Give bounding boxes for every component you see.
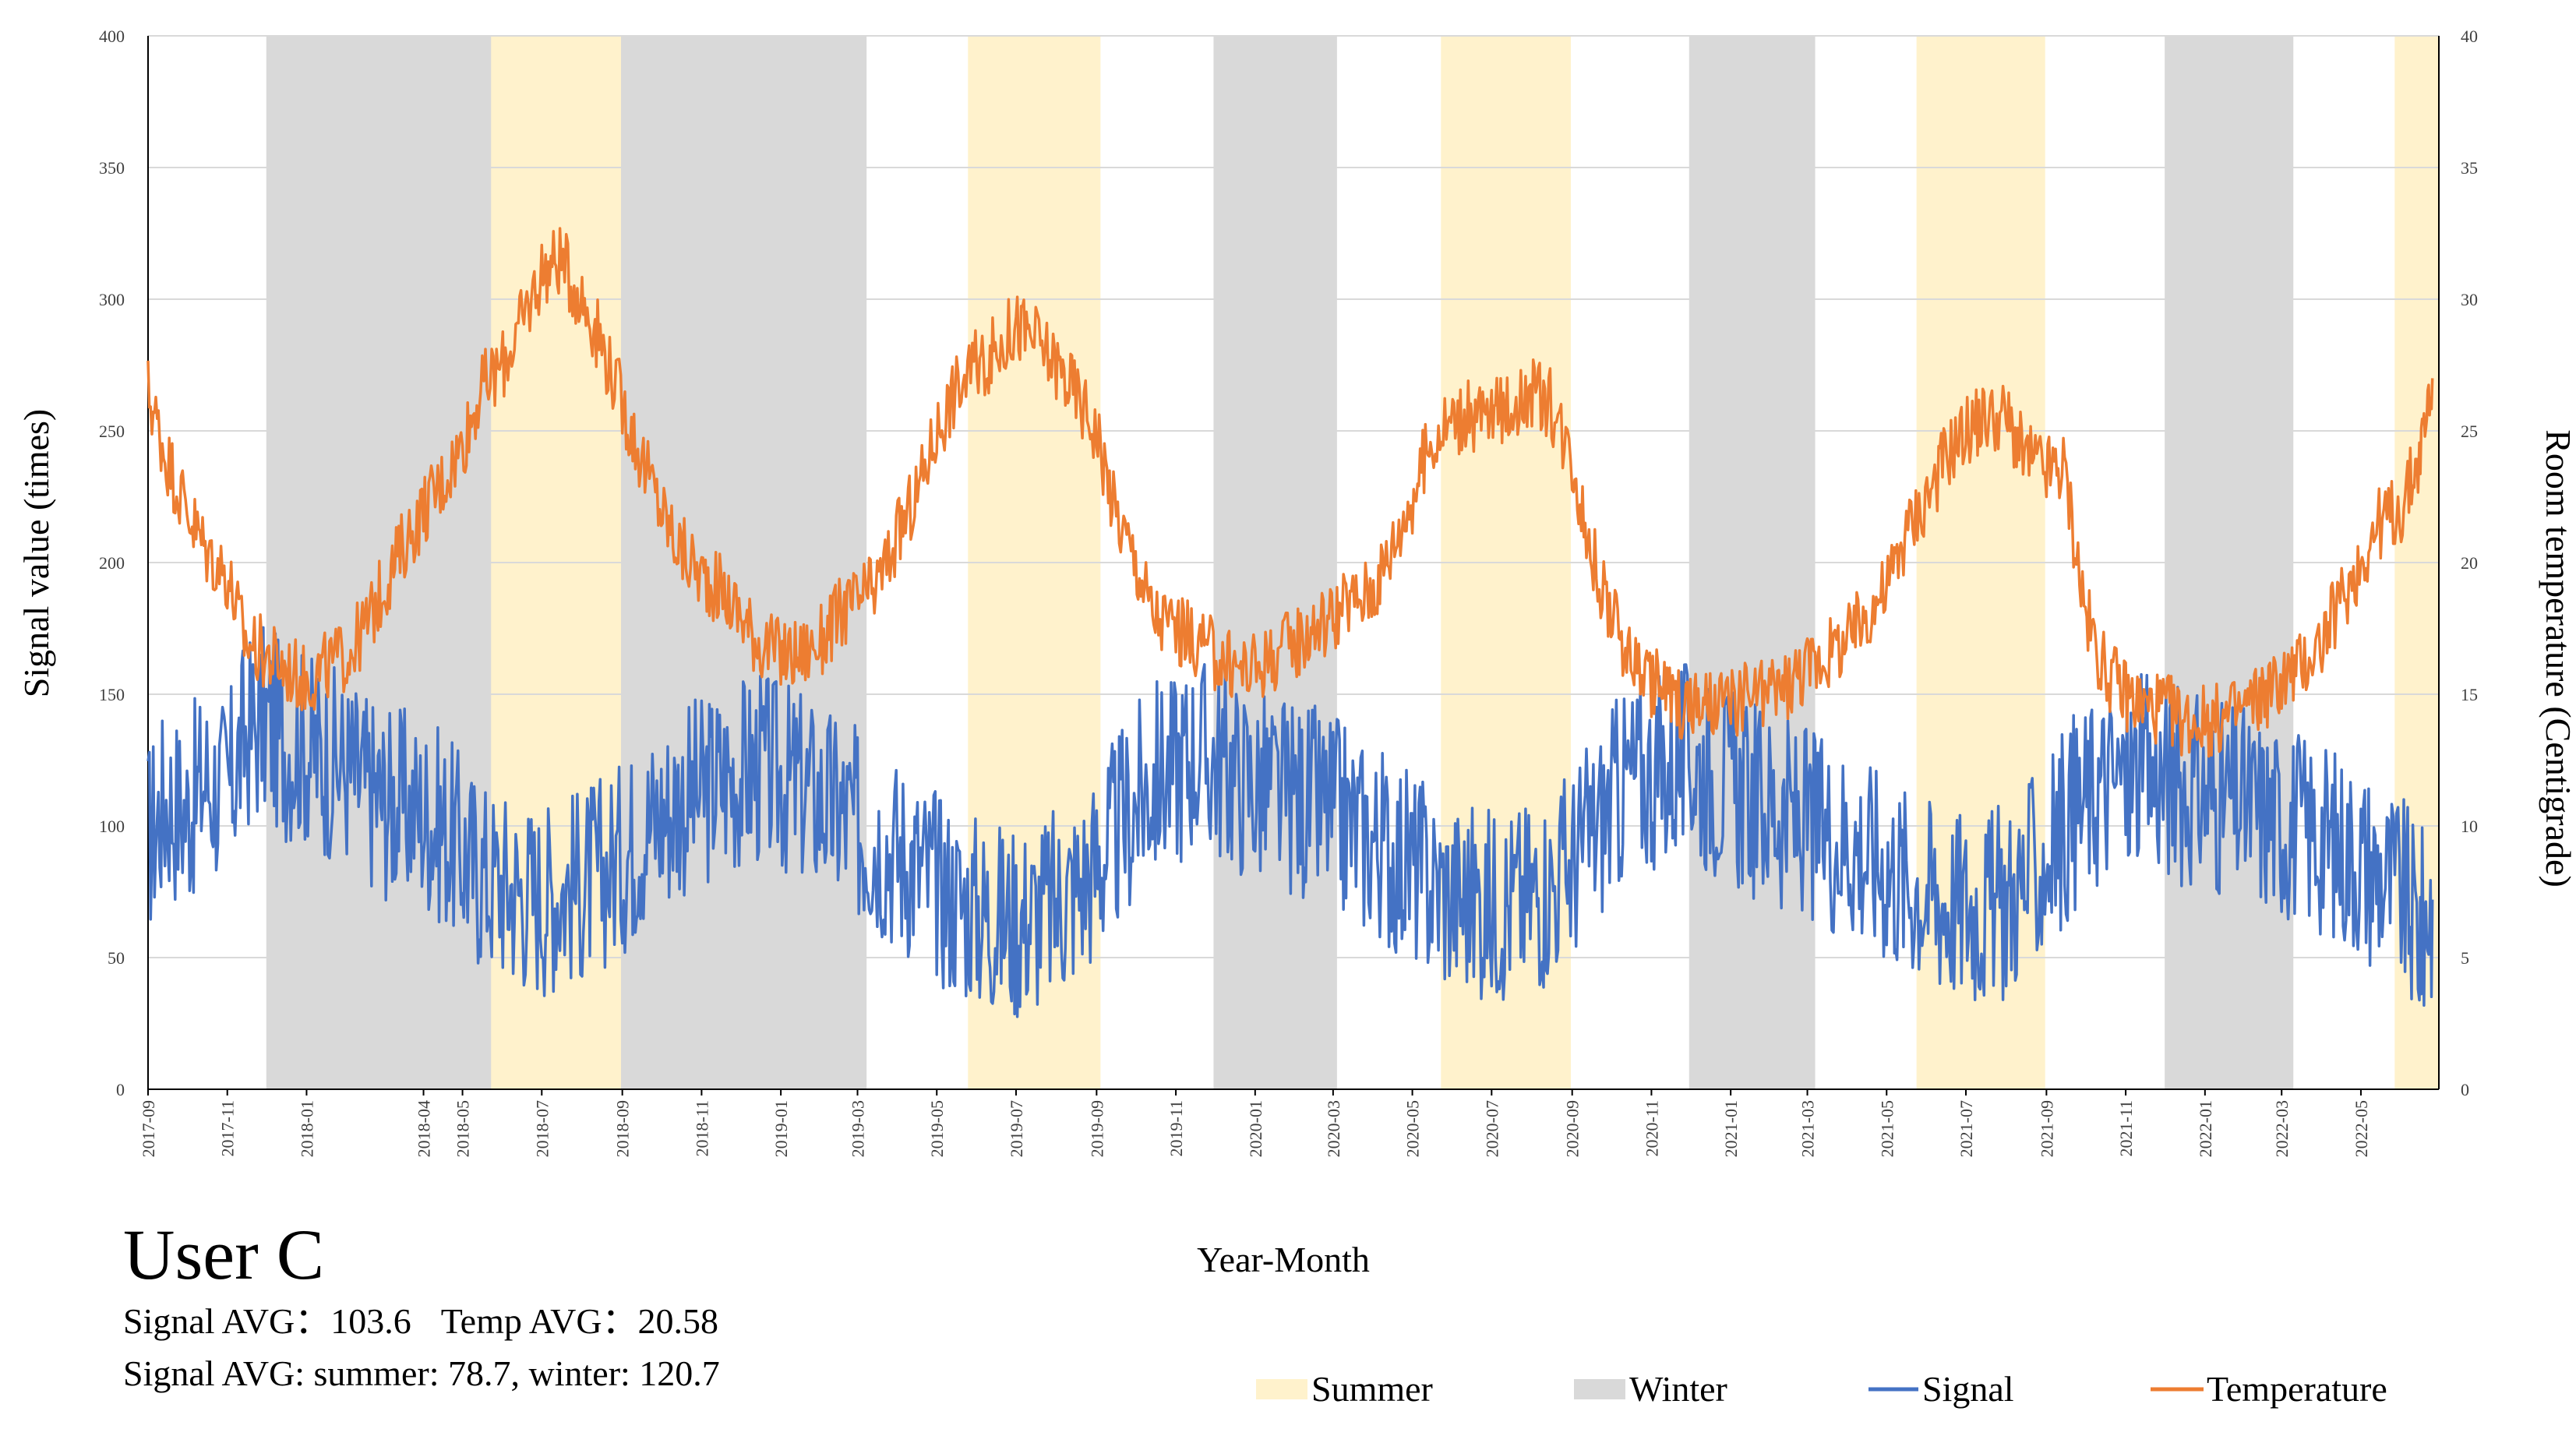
y-left-tick-label: 0	[116, 1080, 125, 1099]
x-tick-label: 2021-03	[1798, 1100, 1818, 1157]
y-left-tick-label: 350	[99, 158, 125, 178]
x-tick-label: 2020-01	[1246, 1100, 1265, 1157]
x-tick-label: 2018-09	[613, 1100, 633, 1157]
y-right-tick-label: 40	[2461, 26, 2478, 46]
x-tick-label: 2022-05	[2352, 1100, 2371, 1157]
legend-label-summer: Summer	[1311, 1369, 1433, 1409]
x-tick-label: 2020-11	[1642, 1100, 1661, 1157]
legend-label-signal: Signal	[1922, 1369, 2014, 1409]
stats-line-2: Signal AVG: summer: 78.7, winter: 120.7	[123, 1353, 720, 1393]
y-left-tick-label: 400	[99, 26, 125, 46]
x-axis-ticks: 2017-09 2017-11 2018-01 2018-04 2018-05 2018-…	[139, 1089, 2371, 1157]
y-left-tick-label: 300	[99, 290, 125, 309]
x-tick-label: 2017-09	[139, 1100, 158, 1157]
x-tick-label: 2021-05	[1877, 1100, 1897, 1157]
x-tick-label: 2020-03	[1324, 1100, 1343, 1157]
y-left-tick-label: 100	[99, 817, 125, 836]
y-right-tick-label: 30	[2461, 290, 2478, 309]
y-left-tick-label: 250	[99, 422, 125, 441]
y-axis-left-ticks: 0 50 100 150 200 250 300 350 400	[99, 26, 125, 1099]
y-right-tick-label: 20	[2461, 553, 2478, 573]
x-tick-label: 2018-07	[532, 1100, 552, 1157]
y-right-tick-label: 15	[2461, 685, 2478, 704]
y-left-tick-label: 200	[99, 553, 125, 573]
x-tick-label: 2019-09	[1087, 1100, 1106, 1157]
signal-avg-stat: Signal AVG：103.6	[123, 1301, 411, 1341]
legend: Summer Winter Signal Temperature	[1256, 1369, 2387, 1409]
legend-swatch-summer	[1256, 1379, 1307, 1399]
stats-line-1: Signal AVG：103.6 Temp AVG：20.58	[123, 1300, 718, 1343]
x-tick-label: 2019-11	[1166, 1100, 1186, 1157]
y-axis-left-title: Signal value (times)	[16, 409, 56, 697]
x-tick-label: 2020-07	[1482, 1100, 1501, 1157]
x-tick-label: 2019-01	[771, 1100, 791, 1157]
x-tick-label: 2018-11	[692, 1100, 711, 1157]
x-tick-label: 2017-11	[218, 1100, 238, 1157]
temp-avg-stat: Temp AVG：20.58	[440, 1301, 719, 1341]
x-tick-label: 2021-07	[1957, 1100, 1976, 1157]
x-tick-label: 2021-11	[2116, 1100, 2136, 1157]
axes	[147, 36, 2440, 1090]
y-right-tick-label: 25	[2461, 422, 2478, 441]
y-right-tick-label: 0	[2461, 1080, 2469, 1099]
legend-label-temperature: Temperature	[2207, 1369, 2387, 1409]
x-tick-label: 2019-07	[1007, 1100, 1026, 1157]
x-tick-label: 2021-09	[2037, 1100, 2056, 1157]
x-tick-label: 2018-04	[415, 1100, 434, 1157]
y-axis-right-title: Room temperature (Centigrade)	[2539, 429, 2576, 887]
x-tick-label: 2022-01	[2196, 1100, 2215, 1157]
legend-swatch-winter	[1574, 1379, 1625, 1399]
y-left-tick-label: 50	[108, 948, 125, 968]
x-tick-label: 2018-05	[453, 1100, 473, 1157]
x-tick-label: 2019-05	[927, 1100, 947, 1157]
y-axis-right-ticks: 0 5 10 15 20 25 30 35 40	[2461, 26, 2478, 1099]
x-tick-label: 2020-05	[1403, 1100, 1423, 1157]
x-tick-label: 2021-01	[1721, 1100, 1741, 1157]
x-tick-label: 2019-03	[849, 1100, 868, 1157]
series-line-temperature	[146, 227, 2434, 758]
y-right-tick-label: 10	[2461, 817, 2478, 836]
series-line-signal	[146, 626, 2434, 1018]
y-right-tick-label: 35	[2461, 158, 2478, 178]
x-tick-label: 2020-09	[1563, 1100, 1583, 1157]
y-right-tick-label: 5	[2461, 948, 2469, 968]
x-tick-label: 2022-03	[2272, 1100, 2292, 1157]
user-title: User C	[123, 1215, 325, 1294]
y-left-tick-label: 150	[99, 685, 125, 704]
legend-label-winter: Winter	[1629, 1369, 1727, 1409]
x-tick-label: 2018-01	[297, 1100, 316, 1157]
series-lines	[146, 227, 2434, 1018]
x-axis-title: Year-Month	[1197, 1240, 1370, 1279]
